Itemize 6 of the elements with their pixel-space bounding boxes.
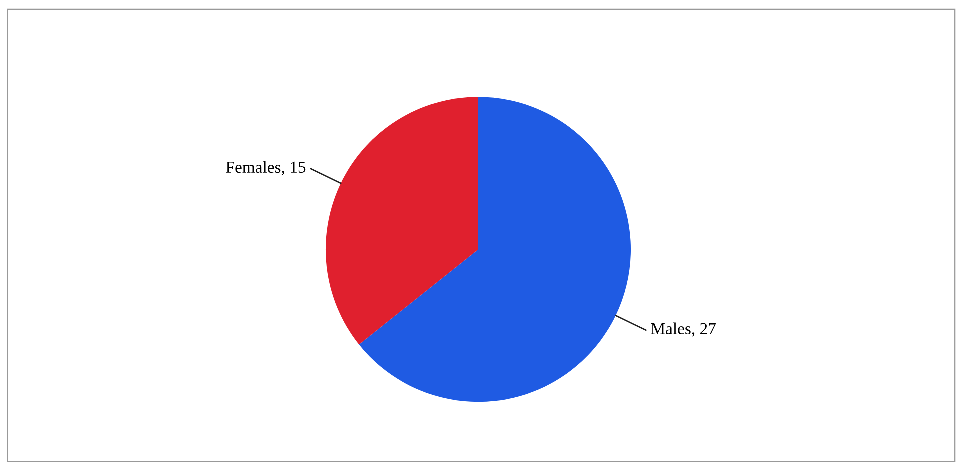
pie-slice <box>326 97 478 345</box>
pie-slice <box>359 97 631 402</box>
data-label: , 27 <box>692 323 716 337</box>
slice-label: Males <box>651 322 691 335</box>
slice-label: Females <box>226 161 281 174</box>
data-label: , 15 <box>282 162 306 176</box>
